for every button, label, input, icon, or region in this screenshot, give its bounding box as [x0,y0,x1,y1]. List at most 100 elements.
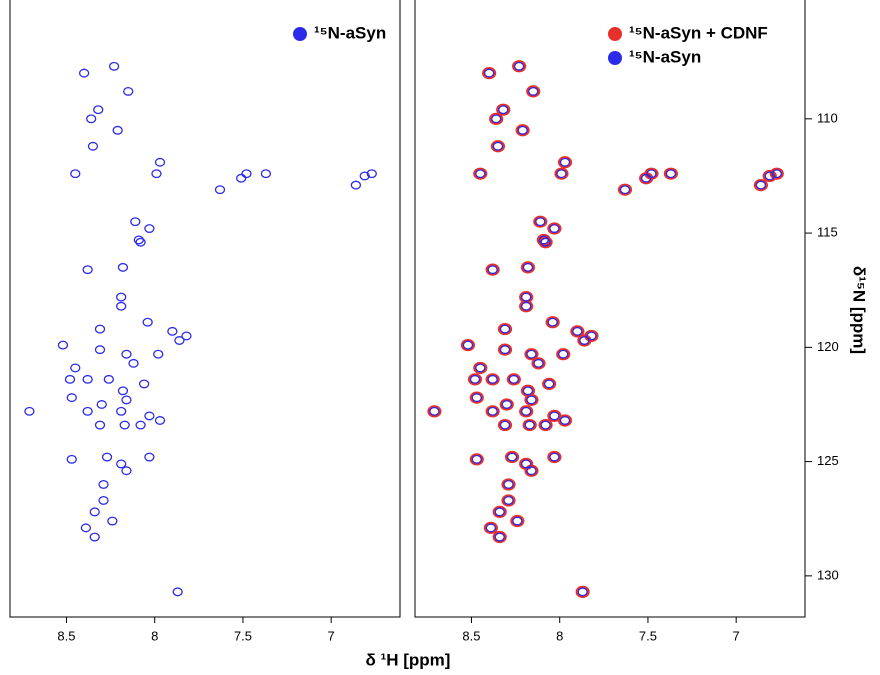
peak [64,374,76,384]
peak [533,358,544,368]
peak [584,329,599,343]
peak [549,452,560,462]
peak [135,237,146,247]
peak [475,363,486,373]
peak [107,516,118,526]
peak [80,523,92,533]
peak [755,180,767,190]
peak [499,420,511,430]
peak [70,169,81,179]
peak [101,452,113,462]
peak [522,262,534,272]
peak [82,265,93,275]
peak [108,61,120,71]
peak [517,125,528,135]
peak [499,345,511,355]
peak [494,532,505,542]
peak [236,173,247,183]
peak [119,420,130,430]
x-tick-label: 8.5 [462,628,480,643]
peak [429,406,440,416]
y-tick-label: 130 [817,567,839,582]
peak [483,68,495,78]
peak [521,459,532,469]
peak [98,480,109,489]
peak [508,374,519,384]
peak [89,532,100,542]
peak [762,169,777,183]
peak [94,345,106,355]
peak [350,180,362,190]
peak [547,450,562,464]
peak [501,478,516,491]
peak [469,453,484,466]
peak [154,416,166,425]
legend-label: ¹⁵N-aSyn [314,23,386,42]
peak [117,386,129,396]
peak [499,324,511,334]
peak [460,338,476,352]
peak [24,406,35,416]
peak [469,391,484,404]
peak [510,514,525,528]
peak [487,406,498,416]
peak [260,169,272,179]
peak [524,348,539,361]
peak [66,393,77,403]
peak [556,348,571,361]
peak [112,125,123,135]
peak [538,418,553,432]
peak [521,292,532,302]
y-tick-label: 120 [817,339,839,354]
peak [483,521,498,534]
peak [130,217,141,227]
peak [469,374,481,384]
peak [570,325,585,338]
peak [103,374,114,384]
peak [492,141,504,151]
peak [522,386,534,396]
peak [526,395,537,405]
peak [769,167,784,180]
peak [471,393,482,403]
peak [506,373,521,386]
peak [646,169,657,179]
peak [545,316,560,329]
peak [528,86,539,96]
legend-marker [608,27,622,41]
peak [531,357,546,370]
peak [153,349,164,359]
peak [524,464,539,477]
peak [579,336,590,345]
peak [549,411,560,421]
peak [57,340,69,350]
peak [497,343,513,356]
peak [572,326,583,336]
peak [485,263,500,276]
peak [467,373,483,386]
peak [151,169,162,179]
peak [94,324,106,334]
peak [121,466,132,476]
peak [575,585,590,598]
peak [491,114,502,124]
peak [96,400,107,409]
peak [87,141,99,151]
y-tick-label: 110 [817,110,838,125]
peak [497,322,513,336]
peak [771,169,782,179]
peak [473,167,488,180]
peak [506,452,518,462]
peak [540,237,551,247]
peak [144,224,155,233]
peak [515,124,530,137]
legend-label: ¹⁵N-aSyn [629,47,701,66]
plot-frame [414,0,806,618]
peak [487,374,498,384]
peak [538,235,549,245]
peak [490,140,506,153]
peak [116,301,127,311]
peak [533,215,548,228]
peak [522,418,537,432]
